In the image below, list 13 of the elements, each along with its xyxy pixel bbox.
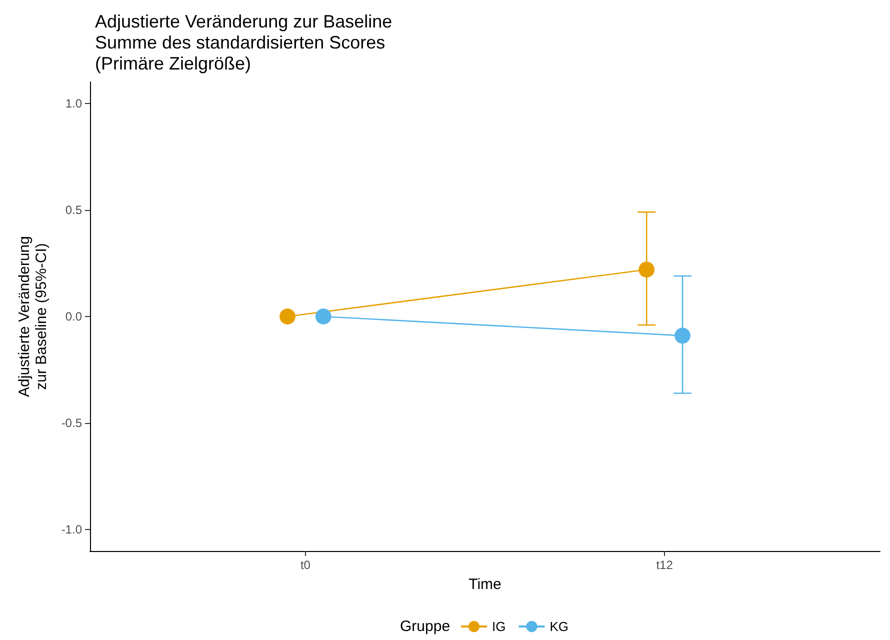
y-tick-label: -1.0 bbox=[61, 522, 82, 537]
y-tick-label: 0.5 bbox=[65, 202, 82, 217]
x-tick-label: t0 bbox=[300, 558, 311, 572]
y-tick-label: 1.0 bbox=[65, 96, 82, 110]
chart-title: Adjustierte Veränderung zur Baseline Summe des standardisierten Scores (Primäre Zielgröße) bbox=[95, 12, 392, 74]
y-axis-title: Adjustierte Veränderung zur Baseline (95%-CI) bbox=[16, 236, 50, 397]
legend-label: KG bbox=[550, 619, 569, 634]
y-tick-label: -0.5 bbox=[61, 416, 82, 430]
legend-title: Gruppe bbox=[400, 618, 450, 635]
y-tick-label: 0.0 bbox=[65, 310, 82, 324]
x-tick-label: t12 bbox=[656, 558, 674, 572]
legend-label: IG bbox=[492, 619, 506, 634]
x-axis-title: Time bbox=[468, 576, 502, 593]
